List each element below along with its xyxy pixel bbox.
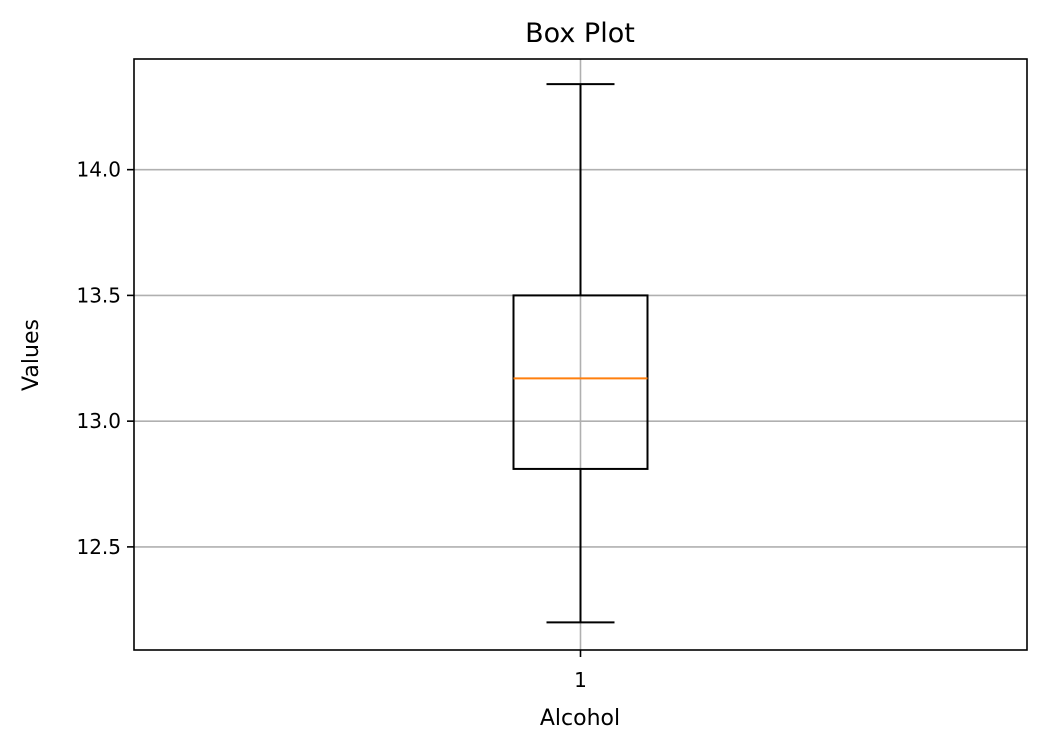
y-tick-label: 13.0	[76, 409, 121, 433]
x-tick-label: 1	[574, 668, 587, 692]
chart-title: Box Plot	[525, 18, 635, 49]
y-tick-label: 14.0	[76, 158, 121, 182]
y-axis-label: Values	[19, 319, 44, 391]
y-tick-label: 12.5	[76, 535, 121, 559]
x-ticks: 1	[574, 650, 587, 692]
iqr-box	[512, 294, 649, 470]
box-group	[512, 83, 649, 624]
y-tick-label: 13.5	[76, 283, 121, 307]
y-ticks: 12.5 13.0 13.5 14.0	[76, 158, 134, 559]
x-axis-label: Alcohol	[540, 706, 620, 731]
